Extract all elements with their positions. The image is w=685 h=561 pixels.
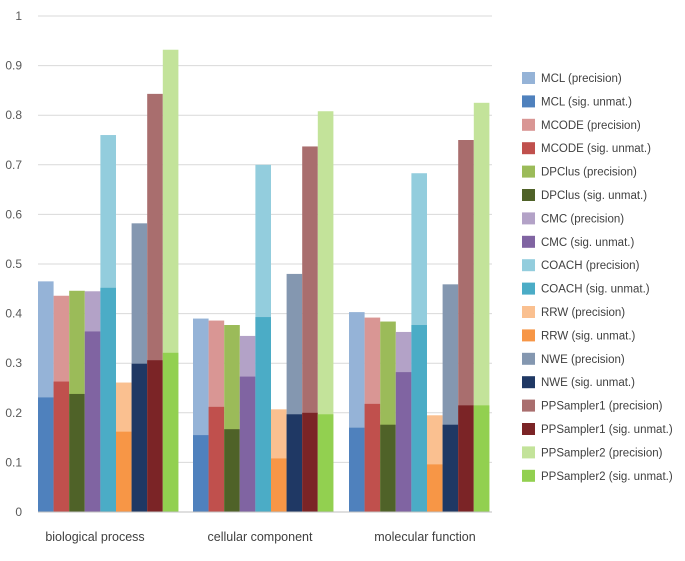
legend-swatch-ppsampler2-sig-unmat <box>522 469 535 482</box>
legend-swatch-coach-precision <box>522 259 535 272</box>
legend-swatch-rrw-sig-unmat <box>522 329 535 342</box>
legend-label-cmc-sig-unmat: CMC (sig. unmat.) <box>541 237 634 249</box>
y-tick-label: 0.2 <box>5 406 22 420</box>
legend-swatch-mcl-precision <box>522 72 535 84</box>
y-tick-label: 0.1 <box>5 455 22 469</box>
x-axis-category-labels: biological process cellular component mole… <box>45 530 475 544</box>
y-tick-label: 0.5 <box>5 257 22 271</box>
bar-nwe-sig-unmat <box>442 424 459 512</box>
legend-swatch-nwe-precision <box>522 352 535 365</box>
x-category-label: cellular component <box>208 530 313 544</box>
bar-cmc-sig-unmat <box>84 331 101 512</box>
legend-label-dpclus-precision: DPClus (precision) <box>541 167 637 179</box>
bar-ppsampler1-sig-unmat <box>147 360 163 512</box>
legend-label-mcode-sig-unmat: MCODE (sig. unmat.) <box>541 143 651 155</box>
legend-label-nwe-precision: NWE (precision) <box>541 354 625 366</box>
legend-swatch-ppsampler2-precision <box>522 446 535 459</box>
bar-rrw-sig-unmat <box>427 464 443 512</box>
legend-label-rrw-sig-unmat: RRW (sig. unmat.) <box>541 330 636 342</box>
legend-label-ppsampler1-precision: PPSampler1 (precision) <box>541 401 663 413</box>
legend-swatch-nwe-sig-unmat <box>522 376 535 389</box>
bar-dpclus-sig-unmat <box>69 393 85 512</box>
bars <box>38 49 490 513</box>
legend-swatch-mcl-sig-unmat <box>522 95 535 108</box>
legend-label-cmc-precision: CMC (precision) <box>541 213 624 225</box>
legend-label-coach-precision: COACH (precision) <box>541 260 640 272</box>
bar-ppsampler2-sig-unmat <box>317 414 334 512</box>
bar-ppsampler2-sig-unmat <box>473 405 490 512</box>
bar-cmc-sig-unmat <box>395 372 412 512</box>
legend: MCL (precision) MCL (sig. unmat.) MCODE (p… <box>522 72 673 483</box>
y-tick-label: 1 <box>15 9 22 23</box>
legend-label-mcl-precision: MCL (precision) <box>541 73 622 85</box>
legend-swatch-dpclus-sig-unmat <box>522 189 535 201</box>
bar-coach-sig-unmat <box>100 287 116 512</box>
bar-ppsampler1-sig-unmat <box>302 412 318 512</box>
legend-swatch-cmc-precision <box>522 212 535 225</box>
legend-swatch-cmc-sig-unmat <box>522 235 535 248</box>
legend-swatch-coach-sig-unmat <box>522 282 535 295</box>
legend-label-mcode-precision: MCODE (precision) <box>541 120 641 132</box>
bar-ppsampler2-sig-unmat <box>162 352 179 512</box>
bar-nwe-sig-unmat <box>286 414 303 512</box>
bar-rrw-sig-unmat <box>116 431 132 512</box>
legend-swatch-dpclus-precision <box>522 165 535 178</box>
legend-label-ppsampler2-precision: PPSampler2 (precision) <box>541 447 663 459</box>
y-tick-label: 0.8 <box>5 108 22 122</box>
y-axis-tick-labels: 0 0.1 0.2 0.3 0.4 0.5 0.6 0.7 0.8 0.9 1 <box>5 9 22 519</box>
bar-dpclus-sig-unmat <box>380 424 396 512</box>
bar-ppsampler2-precision <box>317 111 334 513</box>
bar-dpclus-sig-unmat <box>224 429 240 512</box>
y-tick-label: 0.4 <box>5 307 22 321</box>
bar-mcl-sig-unmat <box>349 427 365 512</box>
legend-label-coach-sig-unmat: COACH (sig. unmat.) <box>541 284 650 296</box>
legend-label-ppsampler1-sig-unmat: PPSampler1 (sig. unmat.) <box>541 424 673 436</box>
bar-mcl-sig-unmat <box>38 397 54 512</box>
y-tick-label: 0 <box>15 505 22 519</box>
legend-label-mcl-sig-unmat: MCL (sig. unmat.) <box>541 96 632 108</box>
bar-mcl-sig-unmat <box>193 435 209 512</box>
bar-rrw-sig-unmat <box>271 458 287 512</box>
legend-label-nwe-sig-unmat: NWE (sig. unmat.) <box>541 377 635 389</box>
legend-swatch-ppsampler1-precision <box>522 399 535 412</box>
bar-mcode-sig-unmat <box>364 403 381 512</box>
legend-swatch-ppsampler1-sig-unmat <box>522 423 535 435</box>
bar-coach-sig-unmat <box>255 317 271 512</box>
legend-label-rrw-precision: RRW (precision) <box>541 307 625 319</box>
legend-label-dpclus-sig-unmat: DPClus (sig. unmat.) <box>541 190 647 202</box>
y-tick-label: 0.3 <box>5 356 22 370</box>
bar-mcode-sig-unmat <box>53 381 70 512</box>
legend-label-ppsampler2-sig-unmat: PPSampler2 (sig. unmat.) <box>541 471 673 483</box>
legend-swatch-mcode-precision <box>522 118 535 131</box>
bar-nwe-sig-unmat <box>131 363 148 512</box>
bar-mcode-sig-unmat <box>208 406 225 512</box>
y-tick-label: 0.6 <box>5 207 22 221</box>
y-tick-label: 0.7 <box>5 158 22 172</box>
bar-coach-sig-unmat <box>411 325 427 512</box>
legend-swatch-mcode-sig-unmat <box>522 142 535 155</box>
x-category-label: biological process <box>45 530 144 544</box>
y-tick-label: 0.9 <box>5 59 22 73</box>
bar-cmc-sig-unmat <box>239 376 256 512</box>
legend-swatch-rrw-precision <box>522 306 535 318</box>
x-category-label: molecular function <box>374 530 475 544</box>
bar-ppsampler1-sig-unmat <box>458 405 474 512</box>
